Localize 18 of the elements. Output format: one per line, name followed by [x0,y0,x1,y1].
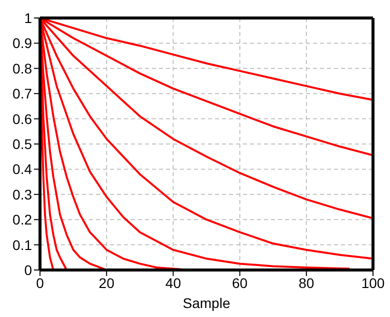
y-tick-label: 0.2 [12,212,32,228]
x-tick-label: 100 [361,274,385,291]
y-tick-label: 0.8 [12,60,32,76]
y-tick-label: 0.9 [12,35,32,52]
x-tick-label: 20 [98,274,115,291]
x-tick-label: 80 [298,274,314,291]
y-tick-label: 0.3 [12,186,32,202]
y-tick-label: 0.4 [12,161,32,178]
y-tick-label: 1 [24,10,32,26]
y-tick-label: 0.6 [12,110,32,127]
x-tick-label: 0 [36,274,44,291]
y-tick-label: 0.7 [12,86,32,102]
y-tick-label: 0.1 [12,236,32,253]
y-tick-label: 0 [24,262,32,278]
x-tick-label: 40 [165,274,182,291]
y-tick-label: 0.5 [12,136,32,152]
x-axis-title: Sample [182,295,230,311]
x-tick-label: 60 [232,274,248,291]
